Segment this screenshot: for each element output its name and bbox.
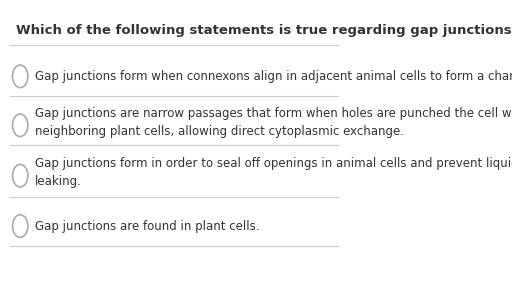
Text: Gap junctions form in order to seal off openings in animal cells and prevent liq: Gap junctions form in order to seal off … [35,157,512,188]
Text: Gap junctions are narrow passages that form when holes are punched the cell wall: Gap junctions are narrow passages that f… [35,107,512,138]
Text: Which of the following statements is true regarding gap junctions?: Which of the following statements is tru… [16,24,512,37]
Ellipse shape [12,114,28,137]
Text: Gap junctions form when connexons align in adjacent animal cells to form a chann: Gap junctions form when connexons align … [35,70,512,83]
Text: Gap junctions are found in plant cells.: Gap junctions are found in plant cells. [35,219,259,233]
Ellipse shape [12,164,28,187]
Ellipse shape [12,65,28,88]
Ellipse shape [12,215,28,237]
